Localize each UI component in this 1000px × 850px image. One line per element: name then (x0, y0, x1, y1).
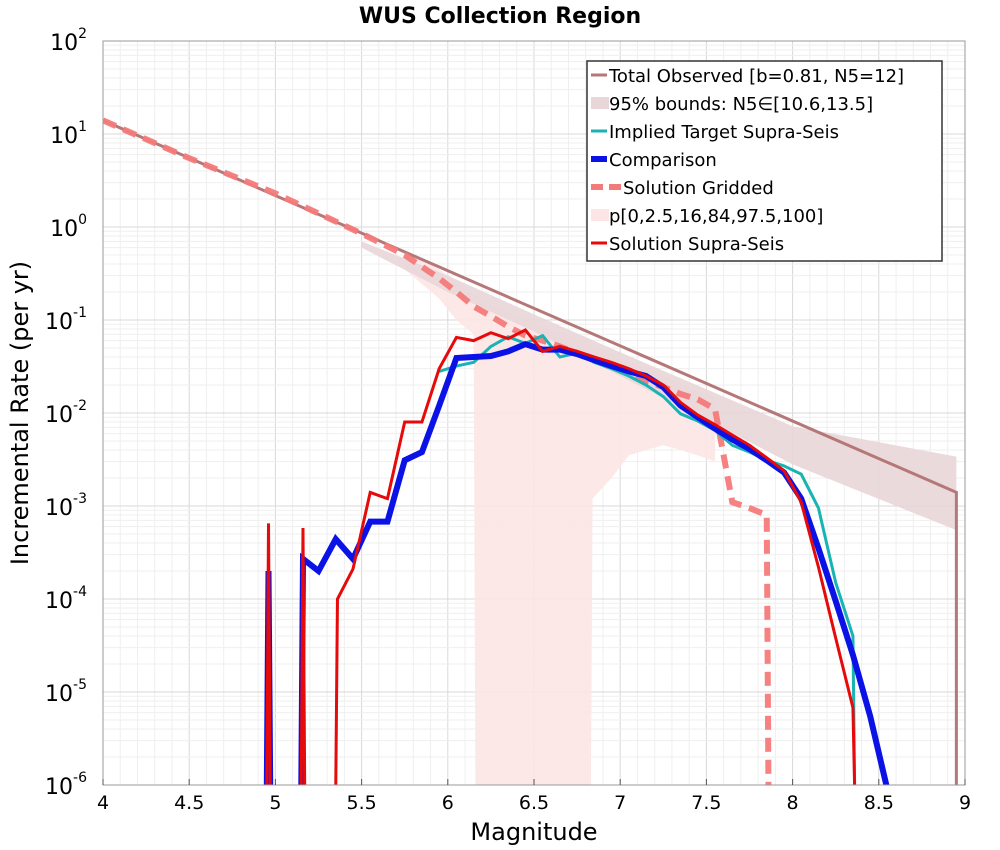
legend-item: Total Observed [b=0.81, N5=12] (591, 66, 904, 87)
y-tick-label: 10-6 (45, 770, 87, 800)
y-tick-label: 100 (50, 212, 87, 242)
legend-item: 95% bounds: N5∈[10.6,13.5] (591, 94, 873, 115)
x-tick-label: 4 (97, 792, 109, 814)
series-lines (103, 117, 958, 785)
y-tick-label: 10-4 (45, 584, 87, 614)
legend-label: Implied Target Supra-Seis (609, 122, 839, 143)
chart-title: WUS Collection Region (359, 4, 641, 29)
legend-swatch (591, 97, 609, 109)
legend-label: Solution Gridded (623, 178, 774, 199)
y-tick-label: 10-2 (45, 398, 87, 428)
y-tick-label: 10-3 (45, 491, 87, 521)
y-tick-label: 10-1 (45, 305, 87, 335)
y-tick-label: 101 (50, 119, 87, 149)
legend-item: Implied Target Supra-Seis (591, 122, 839, 143)
legend-label: Solution Supra-Seis (609, 234, 784, 255)
legend-box (586, 60, 943, 262)
legend-label: Total Observed [b=0.81, N5=12] (608, 66, 904, 87)
x-axis-ticks: 4 4.5 5 5.5 6 6.5 7 7.5 8 8.5 9 (97, 779, 971, 814)
x-tick-label: 8 (787, 792, 799, 814)
x-tick-label: 8.5 (864, 792, 894, 814)
legend-label: p[0,2.5,16,84,97.5,100] (609, 206, 823, 227)
series-solution-supra-seis (265, 328, 857, 785)
series-comparison (263, 340, 890, 785)
y-axis-ticks: 102 101 100 10-1 10-2 10-3 10-4 10-5 10-6 (45, 26, 87, 800)
x-tick-label: 6 (442, 792, 454, 814)
legend-item: Solution Gridded (591, 178, 774, 199)
x-tick-label: 7 (614, 792, 626, 814)
x-tick-label: 4.5 (174, 792, 204, 814)
x-tick-label: 6.5 (519, 792, 549, 814)
legend-label: Comparison (609, 150, 717, 171)
x-axis-label: Magnitude (470, 818, 597, 846)
legend-label: 95% bounds: N5∈[10.6,13.5] (609, 94, 873, 115)
x-tick-label: 5 (269, 792, 281, 814)
x-tick-label: 5.5 (346, 792, 376, 814)
legend-item: Comparison (591, 150, 717, 171)
legend: Total Observed [b=0.81, N5=12] 95% bounds… (586, 60, 943, 262)
legend-item: Solution Supra-Seis (591, 234, 784, 255)
legend-swatch (591, 209, 609, 221)
y-tick-label: 102 (50, 26, 87, 56)
y-axis-label: Incremental Rate (per yr) (6, 261, 34, 565)
y-tick-label: 10-5 (45, 677, 87, 707)
x-tick-label: 7.5 (691, 792, 721, 814)
legend-item: p[0,2.5,16,84,97.5,100] (591, 206, 823, 227)
x-tick-label: 9 (959, 792, 971, 814)
